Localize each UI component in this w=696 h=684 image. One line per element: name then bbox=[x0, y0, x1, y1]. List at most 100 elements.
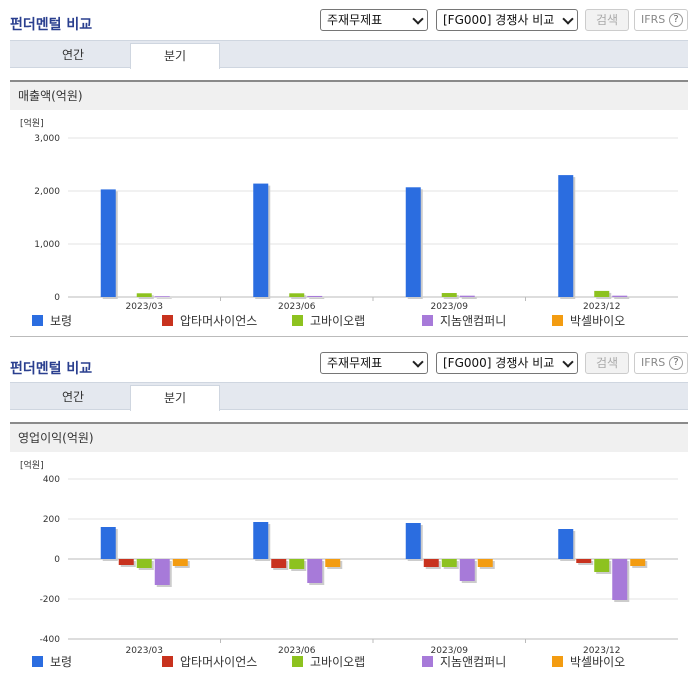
bar[interactable] bbox=[307, 295, 323, 297]
legend-item[interactable]: 지놈앤컴퍼니 bbox=[422, 314, 506, 328]
search-button[interactable]: 검색 bbox=[585, 9, 629, 31]
legend-label: 박셀바이오 bbox=[570, 655, 625, 669]
tab-annual[interactable]: 연간 bbox=[61, 390, 85, 404]
bar[interactable] bbox=[594, 559, 610, 572]
x-tick-label: 2023/03 bbox=[126, 646, 163, 656]
bar[interactable] bbox=[441, 293, 457, 297]
bar[interactable] bbox=[325, 559, 341, 567]
bar-shadow bbox=[443, 295, 459, 299]
bar-shadow bbox=[461, 297, 477, 299]
y-tick-label: 400 bbox=[43, 475, 60, 485]
x-tick-label: 2023/09 bbox=[431, 302, 469, 312]
legend-swatch bbox=[422, 315, 433, 326]
bar[interactable] bbox=[289, 293, 305, 297]
legend-label: 고바이오랩 bbox=[310, 655, 365, 669]
statement-select-value: 주재무제표 bbox=[327, 13, 383, 27]
bar[interactable] bbox=[307, 559, 323, 583]
legend-item[interactable]: 보령 bbox=[32, 314, 72, 328]
bar[interactable] bbox=[477, 559, 493, 567]
bar[interactable] bbox=[118, 559, 134, 565]
y-tick-label: 3,000 bbox=[34, 134, 60, 144]
bar[interactable] bbox=[271, 559, 287, 568]
bar[interactable] bbox=[100, 189, 116, 297]
bar[interactable] bbox=[253, 522, 269, 559]
legend-item[interactable]: 압타머사이언스 bbox=[162, 314, 257, 328]
section-title: 펀더멘털 비교 bbox=[10, 17, 93, 33]
bar[interactable] bbox=[630, 559, 646, 566]
search-button[interactable]: 검색 bbox=[585, 352, 629, 374]
bar[interactable] bbox=[172, 559, 188, 566]
bar[interactable] bbox=[154, 559, 170, 585]
x-tick-label: 2023/06 bbox=[278, 646, 316, 656]
statement-select[interactable]: 주재무제표 bbox=[320, 352, 428, 374]
bar[interactable] bbox=[558, 529, 574, 559]
bar[interactable] bbox=[100, 527, 116, 559]
legend-label: 지놈앤컴퍼니 bbox=[440, 655, 506, 669]
bar[interactable] bbox=[423, 559, 439, 567]
panel-title: 매출액(억원) bbox=[10, 80, 688, 110]
section-title: 펀더멘털 비교 bbox=[10, 361, 93, 377]
fundamental-section-1: 펀더멘털 비교 주재무제표 [FG000] 경쟁사 비교 검색 IFRS ? 연… bbox=[10, 9, 688, 337]
tab-quarterly[interactable]: 분기 bbox=[130, 43, 220, 69]
ifrs-info-button[interactable]: IFRS ? bbox=[634, 9, 688, 31]
statement-select-value: 주재무제표 bbox=[327, 356, 383, 370]
legend-swatch bbox=[292, 656, 303, 667]
bar[interactable] bbox=[405, 187, 421, 297]
bar[interactable] bbox=[441, 559, 457, 567]
help-icon: ? bbox=[669, 13, 683, 27]
bar[interactable] bbox=[558, 175, 574, 297]
legend-swatch bbox=[552, 315, 563, 326]
legend-label: 고바이오랩 bbox=[310, 314, 365, 328]
peer-compare-select-value: [FG000] 경쟁사 비교 bbox=[443, 13, 555, 27]
x-tick-label: 2023/12 bbox=[583, 646, 620, 656]
legend-label: 압타머사이언스 bbox=[180, 314, 257, 328]
bar[interactable] bbox=[576, 559, 592, 563]
bar[interactable] bbox=[289, 559, 305, 569]
period-tabbar: 연간 분기 bbox=[10, 40, 688, 69]
peer-compare-select[interactable]: [FG000] 경쟁사 비교 bbox=[436, 9, 578, 31]
legend-item[interactable]: 고바이오랩 bbox=[292, 314, 365, 328]
bar[interactable] bbox=[459, 295, 475, 297]
chevron-down-icon bbox=[412, 356, 424, 368]
x-tick-label: 2023/03 bbox=[126, 302, 163, 312]
y-tick-label: -200 bbox=[40, 595, 61, 605]
legend-swatch bbox=[32, 315, 43, 326]
y-tick-label: 200 bbox=[43, 515, 60, 525]
chevron-down-icon bbox=[562, 356, 574, 368]
bar[interactable] bbox=[253, 183, 269, 297]
revenue-chart: [억원] 0 1,000 2,000 3,000 2023/03 2023/06 2023/0… bbox=[20, 117, 678, 328]
legend-item[interactable]: 박셀바이오 bbox=[552, 314, 625, 328]
legend-label: 박셀바이오 bbox=[570, 314, 625, 328]
bar[interactable] bbox=[405, 523, 421, 559]
legend-swatch bbox=[292, 315, 303, 326]
bar[interactable] bbox=[459, 559, 475, 581]
bar[interactable] bbox=[136, 293, 152, 297]
ifrs-info-button[interactable]: IFRS ? bbox=[634, 352, 688, 374]
legend-label: 지놈앤컴퍼니 bbox=[440, 314, 506, 328]
panel-title: 영업이익(억원) bbox=[10, 422, 688, 452]
x-tick-label: 2023/06 bbox=[278, 302, 316, 312]
legend-item[interactable]: 보령 bbox=[32, 655, 72, 669]
bar[interactable] bbox=[136, 559, 152, 568]
chevron-down-icon bbox=[412, 13, 424, 25]
legend-label: 보령 bbox=[50, 314, 72, 328]
period-tabbar: 연간 분기 bbox=[10, 382, 688, 411]
x-tick-label: 2023/12 bbox=[583, 302, 620, 312]
bar[interactable] bbox=[612, 295, 628, 297]
legend-item[interactable]: 고바이오랩 bbox=[292, 655, 365, 669]
tab-annual[interactable]: 연간 bbox=[61, 48, 85, 62]
bar[interactable] bbox=[154, 296, 170, 297]
bar[interactable] bbox=[612, 559, 628, 600]
ifrs-label: IFRS bbox=[641, 13, 666, 26]
statement-select[interactable]: 주재무제표 bbox=[320, 9, 428, 31]
tab-quarterly[interactable]: 분기 bbox=[130, 385, 220, 411]
legend-item[interactable]: 지놈앤컴퍼니 bbox=[422, 655, 506, 669]
help-icon: ? bbox=[669, 356, 683, 370]
legend-item[interactable]: 박셀바이오 bbox=[552, 655, 625, 669]
legend-item[interactable]: 압타머사이언스 bbox=[162, 655, 257, 669]
peer-compare-select[interactable]: [FG000] 경쟁사 비교 bbox=[436, 352, 578, 374]
peer-compare-select-value: [FG000] 경쟁사 비교 bbox=[443, 356, 555, 370]
bar[interactable] bbox=[594, 290, 610, 297]
y-tick-label: 0 bbox=[54, 293, 60, 303]
legend-swatch bbox=[422, 656, 433, 667]
